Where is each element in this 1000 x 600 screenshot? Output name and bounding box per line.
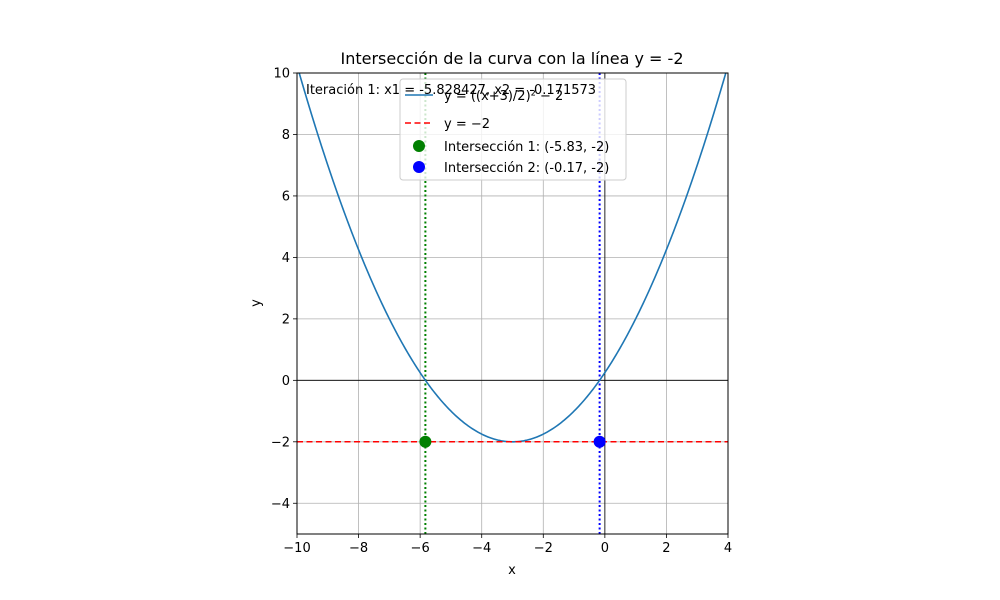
chart-title: Intersección de la curva con la línea y … (341, 49, 684, 68)
y-tick-label: −2 (271, 435, 290, 450)
plot-frame (296, 72, 729, 535)
y-ticks: −4 −2 0 2 4 6 8 10 (271, 67, 297, 512)
x-tick-label: 4 (724, 541, 732, 556)
x-ticks: −10 −8 −6 −4 −2 0 2 4 (283, 534, 732, 556)
y-tick-label: 10 (273, 67, 290, 82)
x-tick-label: 0 (601, 541, 609, 556)
legend-point-1-label: Intersección 1: (-5.83, -2) (444, 140, 609, 155)
intersection-point-2 (593, 435, 606, 448)
y-tick-label: 4 (282, 251, 290, 266)
y-tick-label: 6 (282, 189, 290, 204)
x-tick-label: −4 (472, 541, 491, 556)
legend-point-1-marker (413, 140, 425, 152)
y-tick-label: −4 (271, 497, 290, 512)
legend-line-label: y = −2 (444, 117, 490, 132)
x-tick-label: −10 (283, 541, 310, 556)
x-axis-label: x (508, 563, 516, 578)
x-tick-label: 2 (662, 541, 670, 556)
x-tick-label: −8 (349, 541, 368, 556)
x-tick-label: −2 (534, 541, 553, 556)
y-tick-label: 8 (282, 128, 290, 143)
y-tick-label: 2 (282, 312, 290, 327)
intersection-points (419, 435, 606, 448)
legend-point-2-label: Intersección 2: (-0.17, -2) (444, 161, 609, 176)
iteration-annotation: Iteración 1: x1 = -5.828427, x2 = -0.171… (306, 83, 596, 98)
x-tick-label: −6 (411, 541, 430, 556)
legend: y = ((x+3)/2)² − 2 y = −2 Intersección 1… (399, 78, 627, 181)
legend-box (399, 78, 627, 181)
legend-curve-label: y = ((x+3)/2)² − 2 (444, 89, 563, 104)
intersection-point-1 (419, 435, 432, 448)
y-axis-label: y (249, 299, 264, 307)
parabola-curve (298, 73, 727, 443)
legend-point-2-marker (413, 161, 425, 173)
y-tick-label: 0 (282, 374, 290, 389)
